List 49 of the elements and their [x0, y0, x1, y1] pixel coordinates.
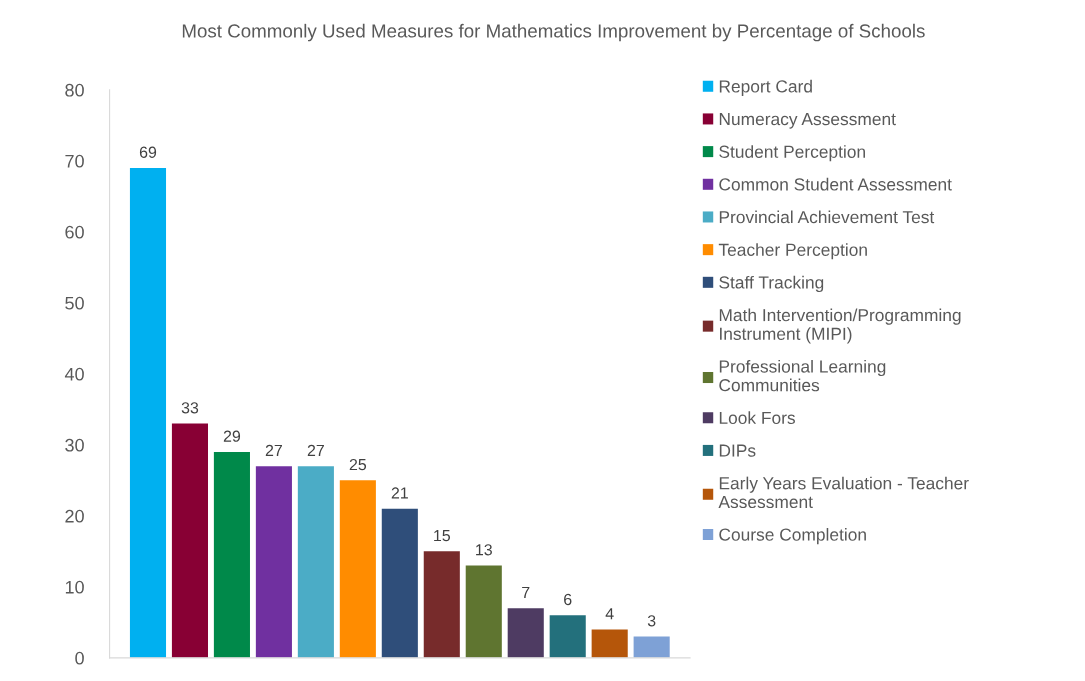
bar [213, 451, 250, 658]
bar [507, 608, 544, 658]
bar [633, 636, 670, 658]
data-label: 7 [522, 586, 530, 598]
bar [171, 423, 209, 658]
y-tick-label: 60 [65, 225, 84, 239]
legend-label: Teacher Perception [718, 243, 867, 260]
data-label: 13 [476, 544, 492, 556]
legend-label: Staff Tracking [719, 275, 824, 293]
chart-title: Most Commonly Used Measures for Mathematics Improvement by Percentage of Schools [182, 23, 925, 42]
data-label: 69 [139, 146, 157, 158]
y-tick-label: 50 [65, 296, 84, 310]
legend-label: Course Completion [719, 528, 866, 545]
legend-label: Numeracy Assessment [719, 113, 896, 129]
y-tick-label: 0 [75, 651, 84, 665]
data-label: 25 [349, 458, 367, 471]
data-label: 21 [391, 487, 408, 499]
legend-label: Math Intervention/Programming Instrument (MIPI) [719, 308, 961, 344]
y-tick-label: 30 [65, 438, 84, 452]
data-label: 4 [605, 608, 614, 620]
bar [297, 466, 334, 658]
data-label: 27 [265, 444, 282, 456]
legend-label: Provincial Achievement Test [719, 210, 935, 224]
data-label: 27 [307, 444, 324, 456]
legend-label: Look Fors [719, 411, 795, 425]
data-label: 6 [564, 593, 572, 606]
legend-label: Early Years Evaluation - Teacher Assessment [718, 476, 969, 509]
y-tick-label: 20 [65, 509, 84, 523]
bar [591, 629, 628, 658]
legend-label: DIPs [719, 444, 756, 457]
y-tick-label: 40 [64, 367, 84, 381]
bar [549, 615, 586, 658]
legend-label: Report Card [719, 79, 812, 96]
bar [339, 480, 376, 658]
bar [465, 565, 502, 658]
legend-label: Student Perception [719, 145, 865, 162]
y-tick-label: 10 [65, 580, 84, 594]
data-label: 33 [181, 402, 199, 414]
y-tick-label: 70 [65, 154, 84, 168]
y-tick-label: 80 [65, 83, 84, 97]
data-label: 15 [434, 530, 451, 542]
data-label: 29 [223, 430, 241, 442]
legend-label: Common Student Assessment [719, 177, 952, 191]
bar [255, 466, 292, 658]
legend-label: Professional Learning Communities [719, 359, 886, 392]
bar [381, 508, 418, 658]
bar [129, 167, 167, 658]
data-label: 3 [647, 615, 656, 627]
bar [423, 551, 460, 658]
